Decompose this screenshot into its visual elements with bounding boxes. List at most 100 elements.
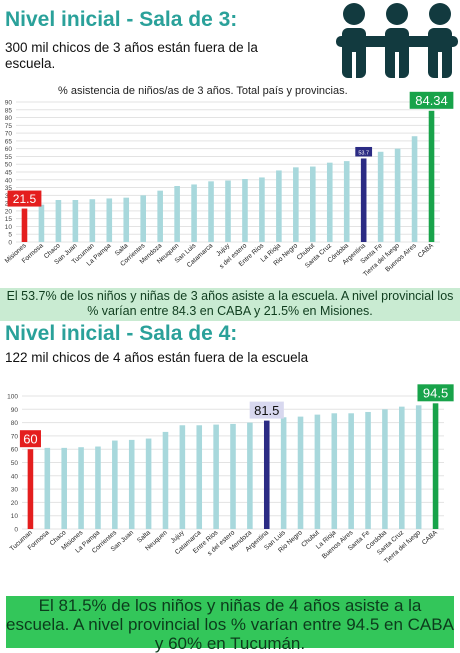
bar-corrientes — [140, 195, 146, 242]
section2-subtitle: 122 mil chicos de 4 años están fuera de … — [5, 350, 309, 365]
bar-córdoba — [343, 161, 350, 242]
bar-chubut — [314, 414, 321, 529]
bar-la-rioja — [276, 170, 282, 242]
chart-title: % asistencia de niños/as de 3 años. Tota… — [58, 85, 348, 97]
bar-formosa — [44, 447, 51, 529]
bar-san-juan — [72, 200, 79, 242]
bar-rio-negro — [297, 416, 304, 529]
bar-s-del-estero — [242, 179, 248, 242]
y-tick-label: 60 — [11, 447, 19, 454]
y-tick-label: 20 — [5, 208, 13, 215]
bar-entre-rios — [213, 424, 219, 529]
data-label-bg — [19, 430, 41, 448]
section1-note: El 53.7% de los niños y niñas de 3 años … — [0, 288, 460, 321]
bar-misiones — [78, 447, 84, 529]
bar-santa-fe — [365, 411, 371, 529]
chart-sala3: % asistencia de niños/as de 3 años. Tota… — [0, 78, 460, 288]
bar-rio-negro — [293, 167, 299, 242]
bar-santa-cruz — [326, 162, 333, 242]
y-tick-label: 65 — [5, 138, 13, 145]
bar-corrientes — [112, 440, 118, 529]
bar-la-rioja — [331, 413, 338, 529]
bar-chaco — [55, 200, 62, 242]
data-label-bg — [355, 146, 373, 157]
bar-buenos-aires — [348, 413, 354, 529]
section2-title: Nivel inicial - Sala de 4: — [5, 322, 238, 345]
bar-catamarca — [208, 181, 214, 242]
bar-neuquen — [174, 186, 180, 242]
bar-mendoza — [247, 422, 253, 529]
y-tick-label: 20 — [11, 500, 19, 507]
y-tick-label: 80 — [5, 115, 13, 122]
y-tick-label: 30 — [11, 487, 19, 494]
bar-s-del-estero — [230, 423, 236, 529]
category-label: CABA — [417, 242, 435, 260]
bar-tierra-del-fuego — [394, 148, 401, 242]
bar-la-pampa — [106, 198, 113, 242]
family-people-icon — [336, 3, 458, 78]
bar-entre-rios — [259, 177, 265, 242]
bar-santa-cruz — [399, 406, 405, 529]
chart-sala4: 0 10 20 30 40 50 60 70 80 90 100 Tucuman Formosa Chac… — [0, 376, 460, 596]
bar-jujuy — [225, 180, 231, 242]
bar-buenos-aires — [411, 136, 418, 242]
y-tick-label: 35 — [5, 185, 13, 192]
section1-title: Nivel inicial - Sala de 3: — [5, 8, 238, 31]
bar-jujuy — [179, 425, 186, 529]
y-tick-label: 40 — [5, 177, 13, 184]
data-label: 21.5 — [13, 192, 37, 206]
data-label-bg — [7, 190, 42, 207]
data-label-bg — [249, 401, 284, 419]
y-tick-label: 90 — [5, 100, 13, 107]
data-label: 81.5 — [254, 403, 279, 418]
bar-tucuman — [89, 199, 96, 242]
bar-tierra-del-fuego — [415, 405, 422, 529]
bar-cordoba — [382, 409, 388, 529]
bar-formosa — [38, 204, 45, 242]
section2-note: El 81.5% de los niños y niñas de 4 años … — [6, 596, 454, 653]
bar-san-juan — [128, 439, 135, 529]
data-label-bg — [417, 384, 454, 402]
y-tick-label: 80 — [11, 420, 19, 427]
data-label: 84.34 — [415, 93, 448, 108]
y-tick-label: 75 — [5, 123, 13, 130]
y-tick-label: 45 — [5, 170, 13, 177]
y-tick-label: 5 — [8, 232, 12, 239]
y-tick-label: 10 — [5, 224, 13, 231]
bar-santa-fe — [377, 151, 384, 242]
bar-salta — [145, 438, 152, 529]
bar-argentina — [360, 158, 367, 242]
section1-subtitle: 300 mil chicos de 3 años están fuera de … — [5, 40, 258, 71]
y-tick-label: 70 — [5, 131, 13, 138]
data-label: 53.7 — [358, 150, 369, 156]
bar-chubut — [310, 166, 316, 242]
y-tick-label: 0 — [14, 527, 18, 534]
data-label: 94.5 — [423, 386, 448, 401]
y-tick-label: 0 — [8, 240, 12, 247]
bar-caba — [428, 110, 435, 242]
y-tick-label: 70 — [11, 433, 19, 440]
y-tick-label: 60 — [5, 146, 13, 153]
bar-neuquen — [162, 431, 169, 529]
bar-tucuman — [27, 449, 34, 529]
y-tick-label: 55 — [5, 154, 13, 161]
y-tick-label: 15 — [5, 216, 13, 223]
y-tick-label: 100 — [7, 394, 18, 401]
bar-la-pampa — [95, 446, 101, 529]
data-label: 60 — [23, 431, 37, 446]
bar-mendoza — [157, 190, 163, 242]
bar-catamarca — [196, 425, 203, 529]
bar-san-luis — [280, 417, 287, 529]
y-tick-label: 10 — [11, 513, 19, 520]
y-tick-label: 50 — [5, 162, 13, 169]
chart-sala3-svg: % asistencia de niños/as de 3 años. Tota… — [4, 85, 454, 278]
y-tick-label: 40 — [11, 473, 19, 480]
bar-argentina — [263, 420, 270, 529]
y-tick-label: 90 — [11, 407, 19, 414]
y-tick-label: 50 — [11, 460, 19, 467]
bar-misiones — [21, 208, 28, 242]
chart-sala4-svg: 0102030405060708090100TucumanFormosaChac… — [7, 384, 454, 565]
data-label-bg — [409, 91, 454, 109]
category-label: CABA — [421, 529, 439, 547]
bar-caba — [432, 403, 439, 529]
